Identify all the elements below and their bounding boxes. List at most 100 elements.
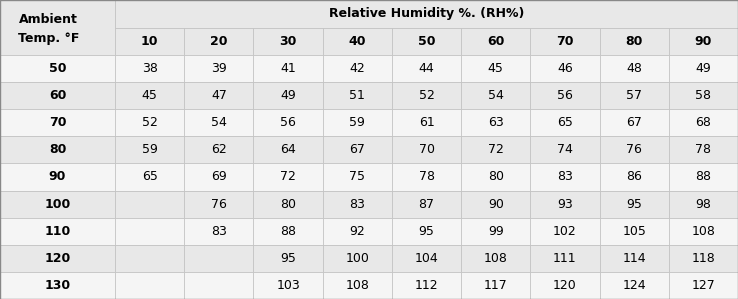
Text: 10: 10 xyxy=(141,35,159,48)
Bar xyxy=(323,109,392,136)
Bar xyxy=(599,218,669,245)
Text: 45: 45 xyxy=(142,89,157,102)
Bar xyxy=(253,82,323,109)
Text: 118: 118 xyxy=(692,252,715,265)
Text: 111: 111 xyxy=(554,252,577,265)
Text: 124: 124 xyxy=(622,279,646,292)
Bar xyxy=(253,164,323,190)
Bar xyxy=(392,164,461,190)
Bar xyxy=(599,82,669,109)
Bar xyxy=(323,164,392,190)
Text: 74: 74 xyxy=(557,144,573,156)
Text: 99: 99 xyxy=(488,225,503,238)
Bar xyxy=(461,109,531,136)
Bar xyxy=(461,164,531,190)
Bar xyxy=(0,109,115,136)
Bar xyxy=(253,136,323,164)
Text: 63: 63 xyxy=(488,116,503,129)
Bar xyxy=(461,82,531,109)
Bar xyxy=(184,109,253,136)
Bar xyxy=(323,218,392,245)
Text: 108: 108 xyxy=(484,252,508,265)
Text: 41: 41 xyxy=(280,62,296,75)
Text: 46: 46 xyxy=(557,62,573,75)
Bar xyxy=(0,136,115,164)
Bar xyxy=(184,55,253,82)
Text: 40: 40 xyxy=(348,35,366,48)
Text: 120: 120 xyxy=(44,252,71,265)
Text: 88: 88 xyxy=(280,225,296,238)
Text: 114: 114 xyxy=(622,252,646,265)
Bar xyxy=(323,136,392,164)
Bar xyxy=(184,245,253,272)
Bar xyxy=(115,82,184,109)
Bar xyxy=(323,190,392,218)
Text: 90: 90 xyxy=(49,170,66,184)
Text: 69: 69 xyxy=(211,170,227,184)
Text: 44: 44 xyxy=(418,62,435,75)
Text: 52: 52 xyxy=(418,89,435,102)
Text: 95: 95 xyxy=(418,225,435,238)
Bar xyxy=(531,28,599,55)
Text: 90: 90 xyxy=(694,35,712,48)
Text: 98: 98 xyxy=(695,198,711,210)
Bar xyxy=(184,190,253,218)
Text: 56: 56 xyxy=(280,116,296,129)
Text: 110: 110 xyxy=(44,225,71,238)
Bar xyxy=(184,164,253,190)
Bar xyxy=(461,55,531,82)
Text: 60: 60 xyxy=(49,89,66,102)
Text: 48: 48 xyxy=(627,62,642,75)
Bar xyxy=(669,109,738,136)
Text: 78: 78 xyxy=(418,170,435,184)
Text: 59: 59 xyxy=(142,144,157,156)
Text: 38: 38 xyxy=(142,62,157,75)
Text: 108: 108 xyxy=(345,279,369,292)
Bar xyxy=(253,190,323,218)
Bar xyxy=(115,272,184,299)
Bar xyxy=(392,28,461,55)
Bar xyxy=(461,28,531,55)
Text: 127: 127 xyxy=(692,279,715,292)
Text: 60: 60 xyxy=(487,35,504,48)
Bar xyxy=(0,272,115,299)
Bar xyxy=(531,109,599,136)
Text: 50: 50 xyxy=(49,62,66,75)
Bar xyxy=(461,218,531,245)
Bar xyxy=(531,245,599,272)
Bar xyxy=(392,272,461,299)
Text: 92: 92 xyxy=(349,225,365,238)
Bar xyxy=(184,218,253,245)
Text: 93: 93 xyxy=(557,198,573,210)
Text: 86: 86 xyxy=(627,170,642,184)
Text: 42: 42 xyxy=(349,62,365,75)
Text: Temp. °F: Temp. °F xyxy=(18,32,79,45)
Bar xyxy=(253,245,323,272)
Text: 39: 39 xyxy=(211,62,227,75)
Bar xyxy=(323,55,392,82)
Text: 45: 45 xyxy=(488,62,503,75)
Text: 83: 83 xyxy=(211,225,227,238)
Bar xyxy=(669,218,738,245)
Bar xyxy=(253,55,323,82)
Bar xyxy=(599,55,669,82)
Text: 70: 70 xyxy=(418,144,435,156)
Text: 80: 80 xyxy=(280,198,296,210)
Text: 90: 90 xyxy=(488,198,503,210)
Bar xyxy=(392,245,461,272)
Text: 78: 78 xyxy=(695,144,711,156)
Text: 70: 70 xyxy=(556,35,573,48)
Text: 20: 20 xyxy=(210,35,227,48)
Bar xyxy=(531,272,599,299)
Bar xyxy=(599,164,669,190)
Text: 52: 52 xyxy=(142,116,157,129)
Bar xyxy=(461,136,531,164)
Bar xyxy=(531,82,599,109)
Text: Relative Humidity %. (RH%): Relative Humidity %. (RH%) xyxy=(329,7,524,20)
Bar xyxy=(0,190,115,218)
Text: 57: 57 xyxy=(626,89,642,102)
Bar xyxy=(392,55,461,82)
Text: 47: 47 xyxy=(211,89,227,102)
Text: 59: 59 xyxy=(349,116,365,129)
Bar xyxy=(184,82,253,109)
